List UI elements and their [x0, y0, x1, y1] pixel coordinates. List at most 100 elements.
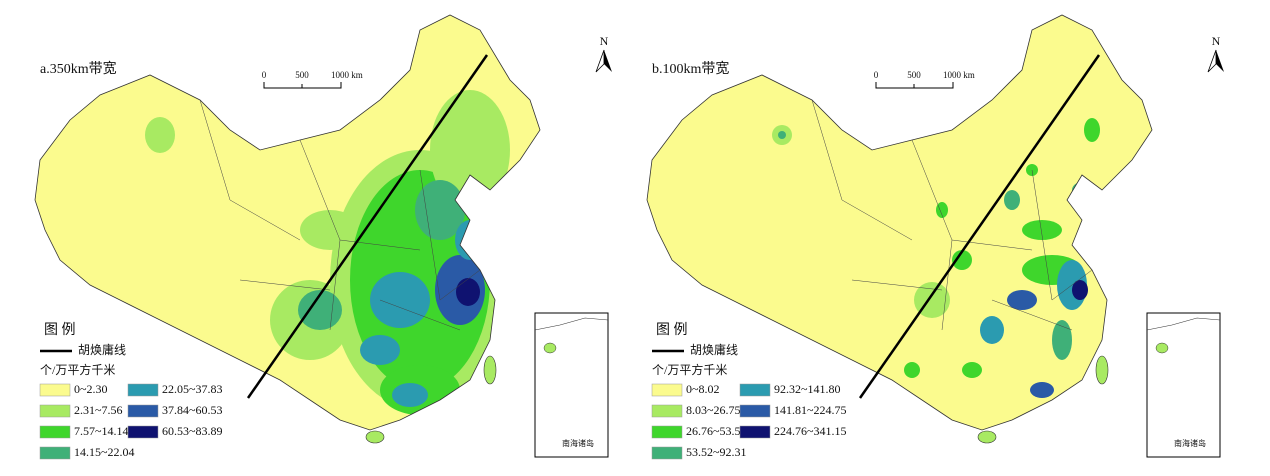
legend-line-label: 胡焕庸线	[78, 342, 126, 357]
legend-swatch	[127, 383, 159, 397]
legend-label: 224.76~341.15	[774, 424, 847, 438]
density-zone	[455, 220, 485, 260]
legend-swatch	[651, 425, 683, 439]
province-border	[239, 279, 331, 291]
north-arrow	[1216, 50, 1224, 72]
legend-unit: 个/万平方千米	[652, 362, 727, 377]
inset-label: 南海诸岛	[562, 438, 594, 448]
density-zone	[1007, 290, 1037, 310]
legend-swatch	[651, 383, 683, 397]
country-border	[34, 14, 541, 431]
legend-label: 22.05~37.83	[162, 382, 223, 396]
legend-swatch	[39, 425, 71, 439]
legend-label: 53.52~92.31	[686, 445, 747, 459]
province-border	[379, 299, 461, 331]
legend-unit: 个/万平方千米	[40, 362, 115, 377]
hainan	[365, 430, 385, 444]
legend-line-label: 胡焕庸线	[690, 342, 738, 357]
north-arrow	[595, 49, 605, 73]
legend-swatch	[739, 425, 771, 439]
legend-label: 8.03~26.75	[686, 403, 741, 417]
density-zone	[145, 117, 175, 153]
legend-label: 0~8.02	[686, 382, 720, 396]
province-border	[419, 169, 481, 301]
density-zone	[1072, 280, 1088, 300]
density-zone	[430, 90, 510, 210]
legend-swatch	[127, 404, 159, 418]
density-zone	[360, 335, 400, 365]
scale-label: 1000 km	[943, 70, 975, 80]
scale-label: 1000 km	[331, 70, 363, 80]
density-zone	[1052, 320, 1072, 360]
scale-bar	[875, 82, 954, 89]
legend-label: 92.32~141.80	[774, 382, 841, 396]
density-zone	[415, 180, 465, 240]
legend-label: 141.81~224.75	[774, 403, 847, 417]
density-zone	[936, 202, 948, 218]
density-zone	[1004, 190, 1020, 210]
legend-title: 图 例	[656, 322, 688, 338]
legend-swatch	[739, 404, 771, 418]
inset-hainan	[1155, 342, 1169, 354]
province-border	[329, 239, 341, 331]
scale-label: 0	[874, 70, 879, 80]
legend-label: 26.76~53.51	[686, 424, 747, 438]
inset-frame	[1146, 312, 1221, 458]
legend-label: 14.15~22.04	[74, 445, 135, 459]
legend-label: 0~2.30	[74, 382, 108, 396]
density-zone	[456, 278, 480, 306]
legend-swatch	[39, 404, 71, 418]
density-zone	[962, 362, 982, 378]
panel-title: a.350km带宽	[40, 60, 117, 77]
legend-label: 37.84~60.53	[162, 403, 223, 417]
north-label: N	[1212, 34, 1221, 48]
legend-swatch	[39, 446, 71, 460]
scale-label: 500	[907, 70, 921, 80]
hu-line	[246, 54, 489, 399]
province-border	[1031, 169, 1093, 301]
scale-label: 0	[262, 70, 267, 80]
panel-title: b.100km带宽	[652, 60, 729, 77]
province-border	[851, 279, 943, 291]
inset-label: 南海诸岛	[1174, 438, 1206, 448]
province-border	[941, 239, 953, 331]
inset-hainan	[543, 342, 557, 354]
density-zone	[1084, 118, 1100, 142]
legend-label: 60.53~83.89	[162, 424, 223, 438]
country-outline	[647, 15, 1152, 430]
province-border	[811, 99, 913, 241]
legend-swatch	[739, 383, 771, 397]
scale-label: 500	[295, 70, 309, 80]
north-arrow	[604, 50, 612, 72]
density-zone	[904, 362, 920, 378]
density-surface	[772, 118, 1100, 398]
inset-coast	[534, 317, 609, 331]
hu-line	[858, 54, 1101, 399]
density-zone	[1072, 182, 1092, 198]
province-border	[199, 99, 301, 241]
country-border	[646, 14, 1153, 431]
density-zone	[1030, 382, 1054, 398]
legend-swatch	[651, 446, 683, 460]
hainan	[977, 430, 997, 444]
north-label: N	[600, 34, 609, 48]
density-zone	[370, 272, 430, 328]
density-zone	[1022, 220, 1062, 240]
legend-label: 2.31~7.56	[74, 403, 123, 417]
taiwan	[1095, 355, 1109, 385]
north-arrow	[1207, 49, 1217, 73]
density-zone	[952, 250, 972, 270]
scale-bar	[263, 82, 342, 89]
inset-coast	[1146, 317, 1221, 331]
density-zone	[778, 131, 786, 139]
inset-frame	[534, 312, 609, 458]
legend-swatch	[651, 404, 683, 418]
province-border	[991, 299, 1073, 331]
legend-swatch	[127, 425, 159, 439]
legend-title: 图 例	[44, 322, 76, 338]
legend-label: 7.57~14.14	[74, 424, 129, 438]
